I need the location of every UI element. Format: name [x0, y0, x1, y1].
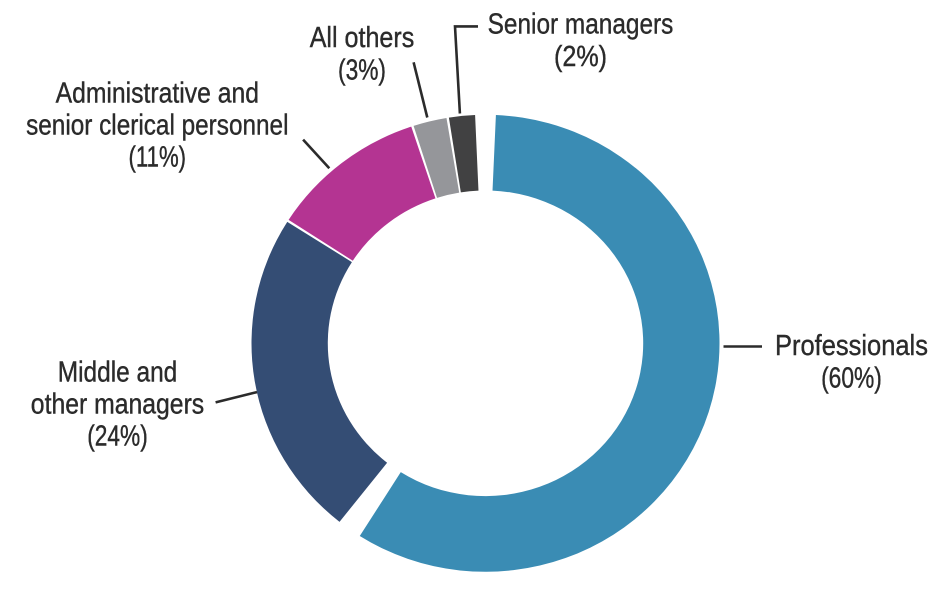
svg-text:(3%): (3%)	[338, 55, 386, 87]
svg-text:senior clerical personnel: senior clerical personnel	[26, 110, 288, 142]
svg-text:All others: All others	[310, 22, 415, 54]
svg-text:(24%): (24%)	[87, 421, 148, 453]
svg-text:Middle and: Middle and	[58, 357, 178, 389]
svg-text:(11%): (11%)	[129, 142, 187, 174]
svg-text:other managers: other managers	[31, 389, 204, 421]
svg-text:Professionals: Professionals	[775, 330, 928, 362]
svg-text:Administrative and: Administrative and	[56, 78, 259, 110]
svg-text:(2%): (2%)	[554, 41, 607, 73]
svg-text:Senior managers: Senior managers	[488, 9, 674, 41]
svg-text:(60%): (60%)	[821, 363, 882, 395]
